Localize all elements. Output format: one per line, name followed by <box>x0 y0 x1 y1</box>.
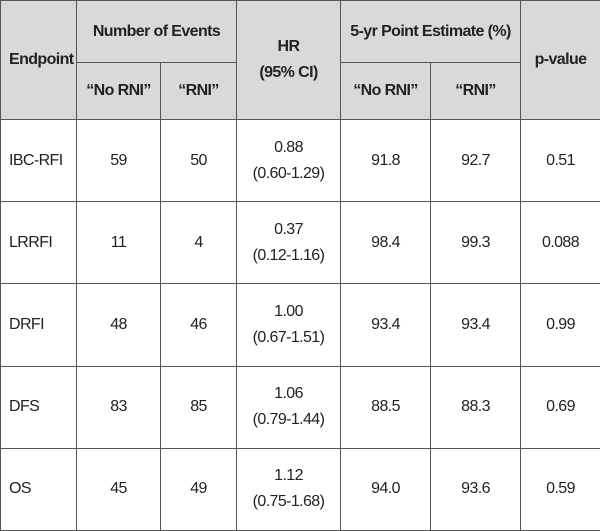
events-cell: 45 <box>76 447 161 531</box>
hr-ci: (0.75-1.68) <box>252 493 325 511</box>
header-cell: p-value <box>520 0 600 120</box>
header-cell: HR (95% CI) <box>236 0 342 120</box>
events-cell: 59 <box>76 118 161 203</box>
estimate-cell: 93.4 <box>430 283 522 367</box>
estimate-cell: 93.4 <box>340 283 432 367</box>
hr-ci: (0.79-1.44) <box>252 411 325 429</box>
hr-cell: 1.06 (0.79-1.44) <box>236 365 342 449</box>
hr-value: 0.37 <box>274 220 303 238</box>
header-row: Endpoint Number of Events HR (95% CI) 5-… <box>0 0 600 120</box>
events-cell: 4 <box>159 201 238 285</box>
subheader-cell: “RNI” <box>159 62 238 120</box>
hr-ci: (0.12-1.16) <box>252 246 325 264</box>
events-cell: 11 <box>76 201 161 285</box>
pvalue-cell: 0.99 <box>520 283 600 367</box>
estimate-cell: 88.5 <box>340 365 432 449</box>
endpoint-cell: LRRFI <box>0 201 77 285</box>
body-row: DRFI 48 46 1.00 (0.67-1.51) 93.4 93.4 0.99 <box>0 283 600 367</box>
hr-value: 1.00 <box>274 302 303 320</box>
hr-cell: 1.00 (0.67-1.51) <box>236 283 342 367</box>
header-text: HR <box>277 38 301 55</box>
hr-cell: 0.88 (0.60-1.29) <box>236 118 342 203</box>
events-cell: 49 <box>159 447 238 531</box>
body-row: LRRFI 11 4 0.37 (0.12-1.16) 98.4 99.3 0.088 <box>0 201 600 285</box>
events-cell: 50 <box>159 118 238 203</box>
endpoint-cell: DRFI <box>0 283 77 367</box>
header-cell: Number of Events <box>75 0 238 63</box>
header-cell: Endpoint <box>0 0 77 120</box>
events-cell: 48 <box>76 283 161 367</box>
endpoint-cell: DFS <box>0 365 77 449</box>
subheader-cell: “No RNI” <box>340 62 432 120</box>
hr-cell: 1.12 (0.75-1.68) <box>236 447 342 531</box>
table-header: Endpoint Number of Events HR (95% CI) 5-… <box>0 0 600 120</box>
hr-value: 0.88 <box>274 138 303 156</box>
estimate-cell: 98.4 <box>340 201 432 285</box>
hr-value: 1.06 <box>274 385 303 403</box>
pvalue-cell: 0.59 <box>520 447 600 531</box>
endpoint-cell: IBC-RFI <box>0 118 77 203</box>
table-body: IBC-RFI 59 50 0.88 (0.60-1.29) 91.8 92.7 0.51 LR… <box>0 118 600 531</box>
hr-cell: 0.37 (0.12-1.16) <box>236 201 342 285</box>
pvalue-cell: 0.088 <box>520 201 600 285</box>
estimate-cell: 88.3 <box>430 365 522 449</box>
hr-ci: (0.60-1.29) <box>252 164 325 182</box>
estimate-cell: 94.0 <box>340 447 432 531</box>
body-row: DFS 83 85 1.06 (0.79-1.44) 88.5 88.3 0.69 <box>0 365 600 449</box>
body-row: OS 45 49 1.12 (0.75-1.68) 94.0 93.6 0.59 <box>0 447 600 531</box>
hr-value: 1.12 <box>274 467 303 485</box>
body-row: IBC-RFI 59 50 0.88 (0.60-1.29) 91.8 92.7 0.51 <box>0 118 600 203</box>
header-cell: 5-yr Point Estimate (%) <box>340 0 522 63</box>
estimate-cell: 92.7 <box>430 118 522 203</box>
endpoint-cell: OS <box>0 447 77 531</box>
pvalue-cell: 0.69 <box>520 365 600 449</box>
subheader-cell: “RNI” <box>430 62 522 120</box>
estimate-cell: 91.8 <box>340 118 432 203</box>
estimate-cell: 99.3 <box>430 201 522 285</box>
events-cell: 83 <box>76 365 161 449</box>
subheader-cell: “No RNI” <box>76 62 161 120</box>
events-cell: 46 <box>159 283 238 367</box>
header-row: “No RNI” “RNI” “No RNI” “RNI” <box>1 62 600 120</box>
estimate-cell: 93.6 <box>430 447 522 531</box>
pvalue-cell: 0.51 <box>520 118 600 203</box>
events-cell: 85 <box>159 365 238 449</box>
header-text: (95% CI) <box>259 64 318 81</box>
hr-ci: (0.67-1.51) <box>252 328 325 346</box>
